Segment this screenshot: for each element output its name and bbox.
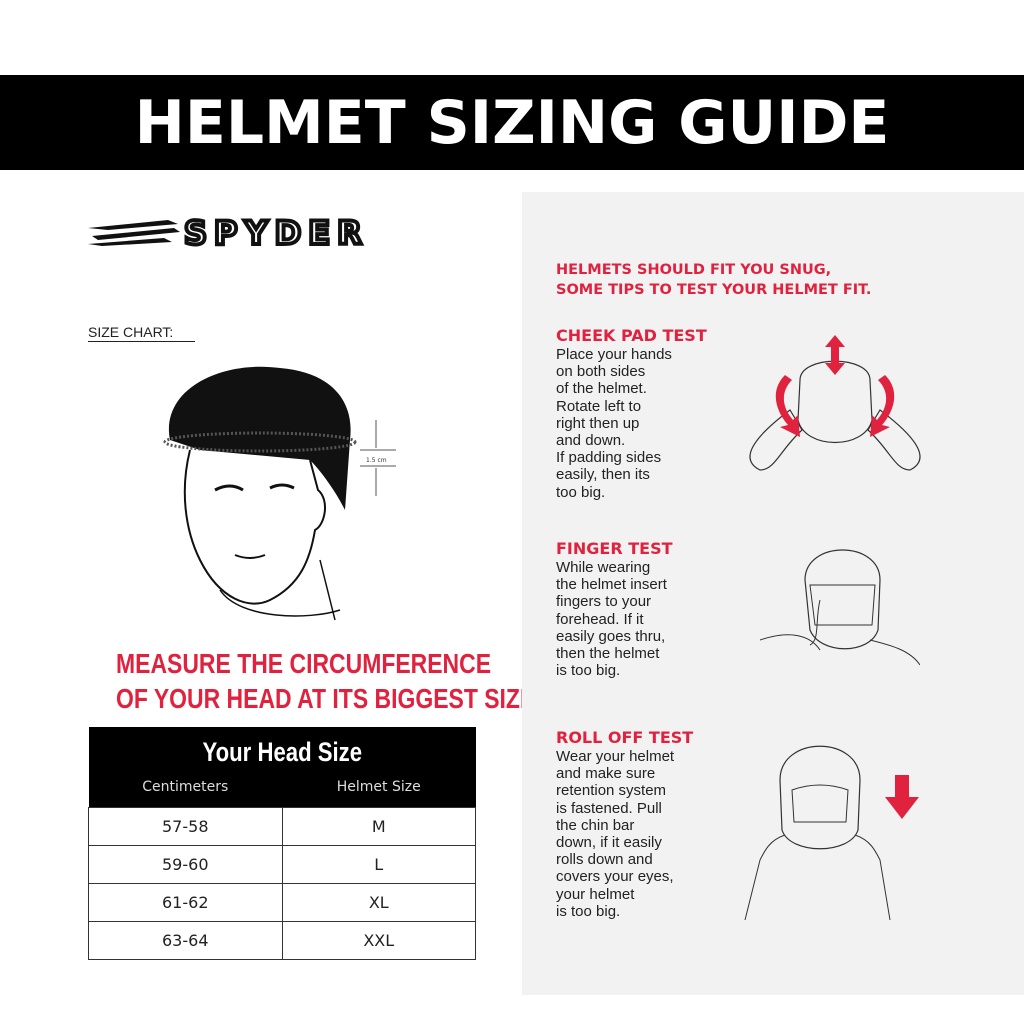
section-title: FINGER TEST <box>556 539 673 558</box>
svg-text:SPYDER: SPYDER <box>184 214 369 250</box>
measure-line-2: OF YOUR HEAD AT ITS BIGGEST SIZE. <box>116 683 542 714</box>
roll-off-test: ROLL OFF TEST Wear your helmet and make s… <box>556 728 706 920</box>
size-cell: XL <box>281 883 476 922</box>
table-row: 59-60 L <box>88 845 476 884</box>
page-title: HELMET SIZING GUIDE <box>134 87 890 158</box>
finger-test: FINGER TEST While wearing the helmet inse… <box>556 539 706 679</box>
body-line: your helmet <box>556 885 635 903</box>
table-title: Your Head Size <box>88 727 476 770</box>
cheek-pad-test: CHEEK PAD TEST Place your hands on both s… <box>556 326 707 501</box>
cm-cell: 59-60 <box>88 845 283 884</box>
measure-instruction: MEASURE THE CIRCUMFERENCE OF YOUR HEAD A… <box>116 646 542 716</box>
cm-cell: 63-64 <box>88 921 283 960</box>
tips-panel <box>522 192 1024 995</box>
body-line: of the helmet. <box>556 380 647 398</box>
title-banner: HELMET SIZING GUIDE <box>0 75 1024 170</box>
body-line: forehead. If it <box>556 610 644 628</box>
column-header: Centimeters <box>88 770 282 808</box>
body-line: Wear your helmet <box>556 748 675 765</box>
table-row: 63-64 XXL <box>88 921 476 960</box>
body-line: easily, then its <box>556 466 650 484</box>
finger-test-illustration <box>760 549 920 666</box>
size-cell: L <box>281 845 476 884</box>
cm-cell: 61-62 <box>88 883 283 922</box>
body-line: retention system <box>556 782 667 800</box>
body-line: and make sure <box>556 765 656 783</box>
body-line: on both sides <box>556 363 646 381</box>
body-line: covers your eyes, <box>556 868 674 886</box>
body-line: and down. <box>556 432 626 450</box>
head-measurement-illustration: 1.5 cm <box>163 366 396 621</box>
body-line: is too big. <box>556 662 621 680</box>
size-cell: XXL <box>281 921 476 960</box>
section-title: CHEEK PAD TEST <box>556 326 707 345</box>
body-line: rolls down and <box>556 851 653 869</box>
body-line: down, if it easily <box>556 834 662 852</box>
body-line: If padding sides <box>556 449 662 467</box>
body-line: Rotate left to <box>556 397 642 415</box>
body-line: then the helmet <box>556 645 660 663</box>
measure-line-1: MEASURE THE CIRCUMFERENCE <box>116 648 492 679</box>
section-body: Wear your helmet and make sure retention s… <box>556 748 706 920</box>
body-line: Place your hands <box>556 346 672 363</box>
body-line: the chin bar <box>556 816 635 834</box>
roll-off-illustration <box>744 745 919 921</box>
cm-cell: 57-58 <box>88 807 283 846</box>
tips-heading: HELMETS SHOULD FIT YOU SNUG, SOME TIPS T… <box>556 262 872 298</box>
spyder-logo: SPYDER <box>88 214 369 250</box>
size-chart-label: SIZE CHART: <box>88 324 196 342</box>
section-body: While wearing the helmet insert fingers to… <box>556 559 706 679</box>
body-line: too big. <box>556 483 606 501</box>
cheek-pad-illustration <box>749 335 921 471</box>
size-cell: M <box>281 807 476 846</box>
head-size-table: Your Head Size Centimeters Helmet Size 5… <box>88 727 476 960</box>
body-line: easily goes thru, <box>556 627 666 645</box>
table-row: 61-62 XL <box>88 883 476 922</box>
body-line: is fastened. Pull <box>556 799 662 817</box>
body-line: While wearing <box>556 559 651 576</box>
section-body: Place your hands on both sides of the helm… <box>556 346 706 501</box>
body-line: is too big. <box>556 902 621 920</box>
body-line: the helmet insert <box>556 576 667 594</box>
table-row: 57-58 M <box>88 807 476 846</box>
column-header: Helmet Size <box>282 770 476 808</box>
body-line: right then up <box>556 414 640 432</box>
section-title: ROLL OFF TEST <box>556 728 694 747</box>
body-line: fingers to your <box>556 593 652 611</box>
svg-text:1.5 cm: 1.5 cm <box>366 457 387 464</box>
